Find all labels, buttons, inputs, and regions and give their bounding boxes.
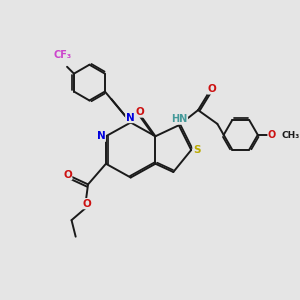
Text: CH₃: CH₃: [282, 131, 300, 140]
Text: CF₃: CF₃: [54, 50, 72, 60]
Text: O: O: [208, 84, 216, 94]
Text: O: O: [82, 199, 91, 208]
Text: N: N: [126, 112, 134, 122]
Text: S: S: [193, 145, 200, 155]
Text: O: O: [63, 170, 72, 180]
Text: HN: HN: [171, 114, 188, 124]
Text: N: N: [97, 131, 105, 141]
Text: O: O: [268, 130, 276, 140]
Text: O: O: [136, 107, 145, 117]
